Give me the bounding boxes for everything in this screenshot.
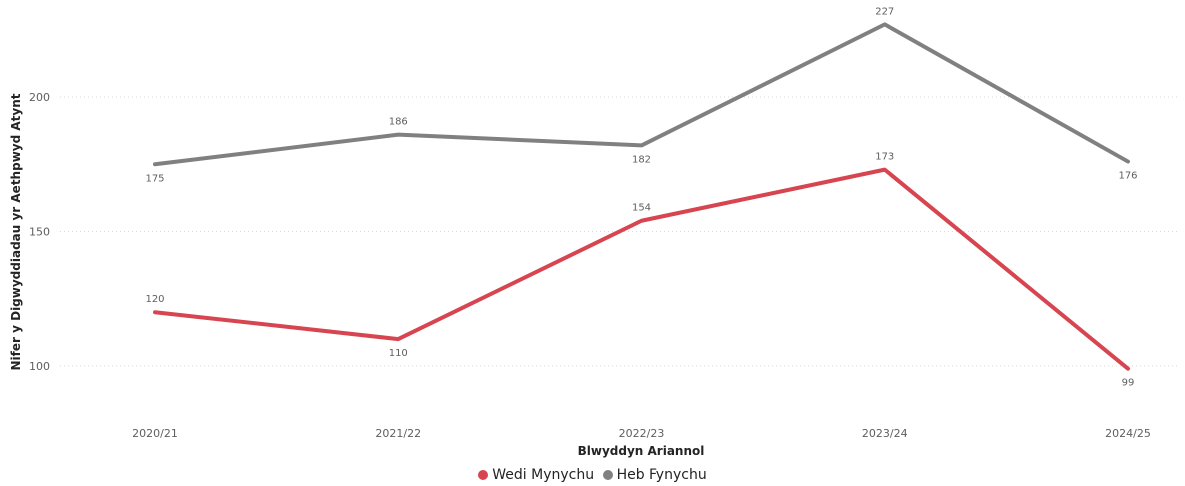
x-tick-label: 2021/22 — [375, 427, 421, 440]
y-tick-label: 150 — [29, 226, 50, 239]
x-tick-label: 2022/23 — [619, 427, 665, 440]
data-label: 186 — [389, 117, 408, 128]
legend-label: Wedi Mynychu — [492, 467, 595, 483]
x-tick-label: 2023/24 — [862, 427, 908, 440]
legend-marker-icon — [602, 470, 613, 480]
x-tick-label: 2024/25 — [1105, 427, 1151, 440]
legend-label: Heb Fynychu — [616, 467, 707, 483]
y-axis-title: Nifer y Digwyddiadau yr Aethpwyd Atynt — [9, 93, 23, 370]
legend-item-wedi-mynychu[interactable]: Wedi Mynychu — [478, 467, 594, 483]
x-axis-ticks: 2020/21 2021/22 2022/23 2023/24 2024/25 — [132, 427, 1151, 440]
x-axis-title: Blwyddyn Ariannol — [578, 444, 705, 458]
data-label: 99 — [1122, 378, 1135, 389]
legend-item-heb-fynychu[interactable]: Heb Fynychu — [602, 467, 707, 483]
legend: Wedi Mynychu Heb Fynychu — [0, 467, 1185, 484]
x-tick-label: 2020/21 — [132, 427, 178, 440]
data-label: 120 — [145, 294, 164, 305]
data-label: 154 — [632, 203, 651, 214]
legend-marker-icon — [478, 470, 489, 480]
data-label: 173 — [875, 152, 894, 163]
data-label: 175 — [145, 173, 164, 184]
y-tick-label: 100 — [29, 360, 50, 373]
data-label: 227 — [875, 6, 894, 17]
y-tick-label: 200 — [29, 91, 50, 104]
data-labels: 120 110 154 173 99 175 186 182 227 176 — [145, 6, 1137, 388]
series-line-wedi-mynychu[interactable] — [153, 167, 1130, 371]
y-axis-ticks: 100 150 200 — [29, 91, 50, 373]
data-label: 110 — [389, 348, 408, 359]
data-label: 182 — [632, 154, 651, 165]
data-label: 176 — [1118, 171, 1137, 182]
series-lines — [153, 22, 1130, 371]
series-line-heb-fynychu[interactable] — [153, 22, 1130, 167]
